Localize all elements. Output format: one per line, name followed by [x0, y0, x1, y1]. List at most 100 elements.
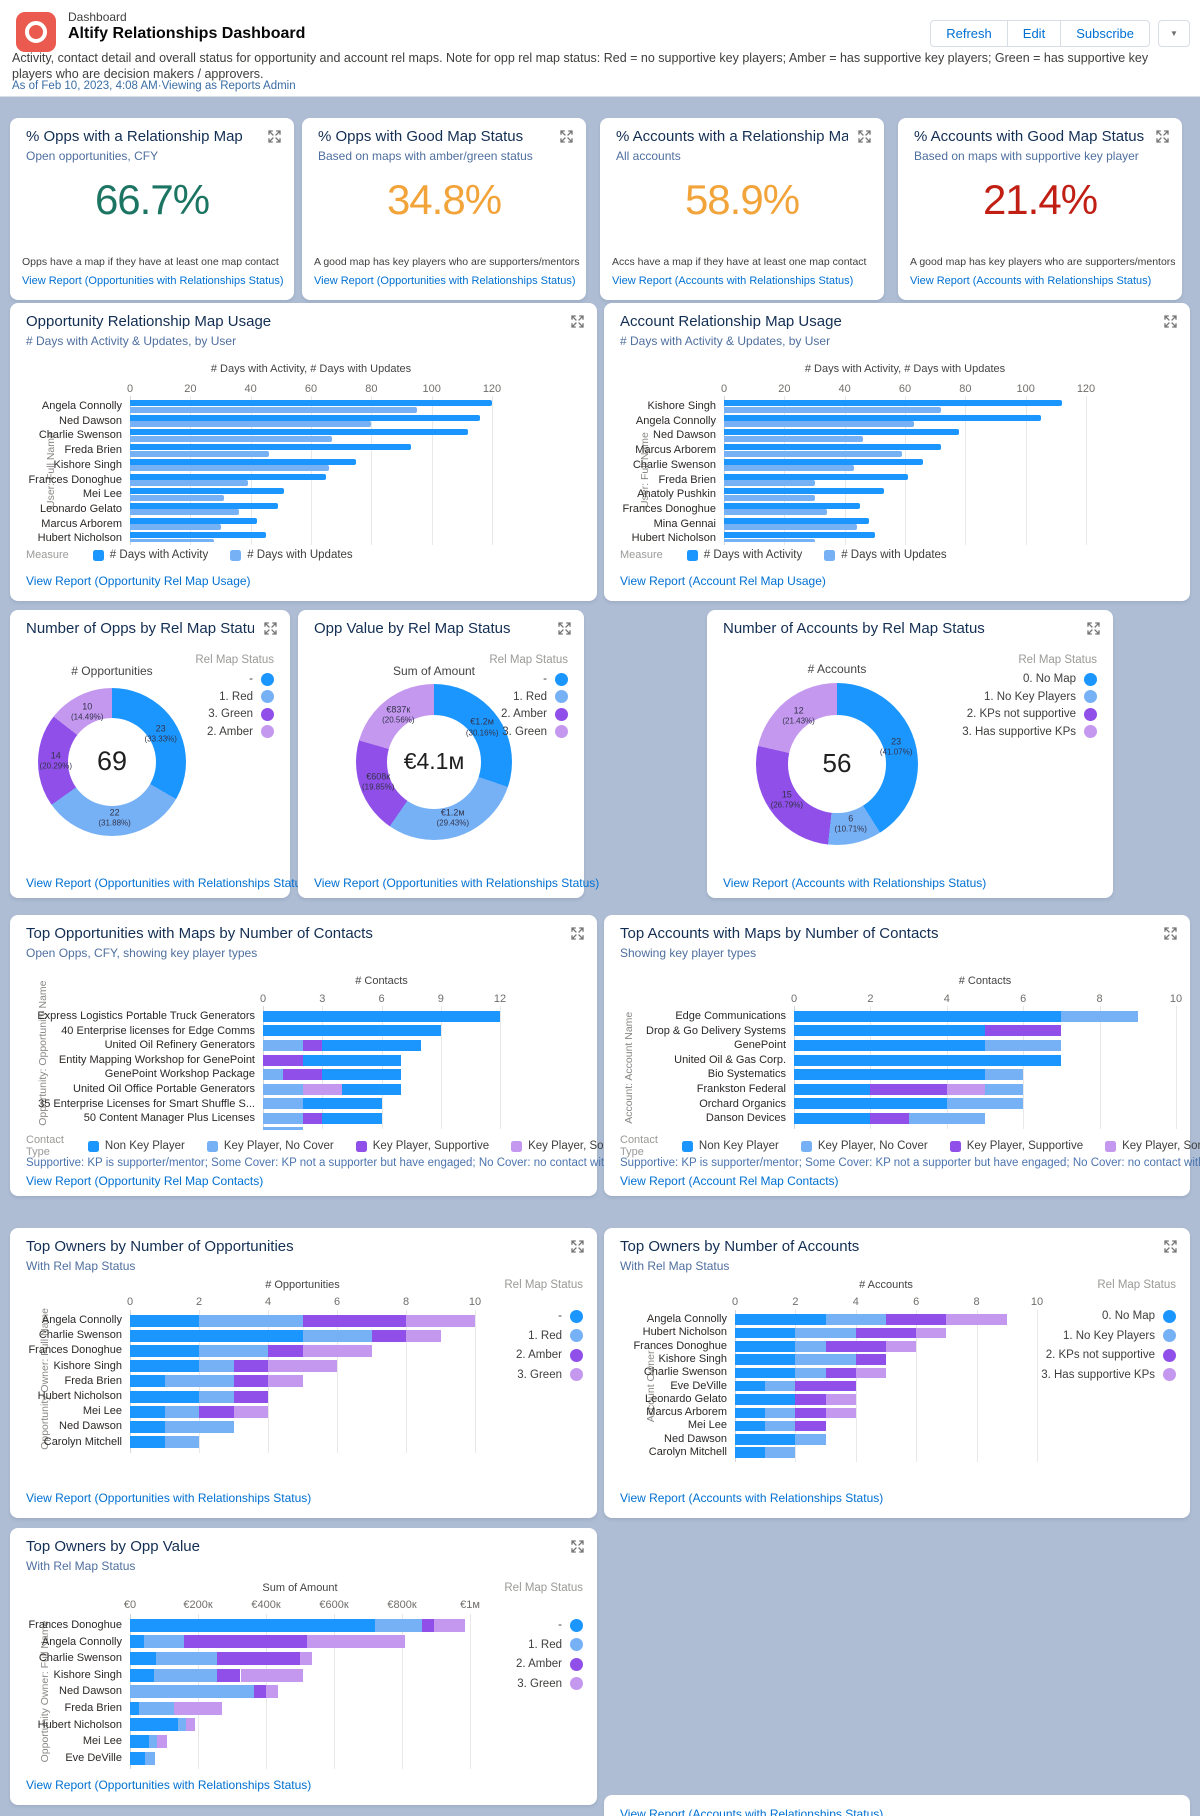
bar-updates — [724, 524, 857, 531]
bar-segment — [130, 1375, 165, 1388]
x-axis-title: # Contacts — [355, 975, 408, 987]
x-axis-tick: €1м — [460, 1599, 480, 1611]
expand-icon[interactable] — [1164, 315, 1177, 328]
bar-segment — [233, 1405, 268, 1418]
more-actions-button[interactable]: ▼ — [1158, 20, 1190, 47]
category-label: GenePoint — [734, 1039, 786, 1052]
category-label: Frankston Federal — [696, 1083, 786, 1095]
legend-label: Key Player, Some Cover — [1122, 1140, 1200, 1152]
slice-value: €608к — [366, 771, 391, 782]
expand-icon[interactable] — [1164, 927, 1177, 940]
expand-icon[interactable] — [264, 622, 277, 635]
bar-segment — [177, 1718, 187, 1732]
category-label: Charlie Swenson — [643, 1366, 727, 1379]
category-label: Frances Donoghue — [28, 473, 122, 486]
view-report-link[interactable]: View Report (Opportunities with Relation… — [314, 275, 576, 287]
category-label: United Oil Office Portable Generators — [73, 1083, 255, 1095]
slice-percent: (29.43%) — [436, 818, 469, 828]
category-label: Charlie Swenson — [632, 458, 716, 471]
bar-activity — [130, 429, 468, 436]
view-report-link[interactable]: View Report (Accounts with Relationships… — [910, 275, 1152, 287]
view-report-link[interactable]: View Report (Accounts with Relationships… — [723, 876, 987, 890]
legend-footnote: Supportive: KP is supporter/mentor; Some… — [620, 1157, 1200, 1169]
refresh-button[interactable]: Refresh — [930, 20, 1008, 47]
bar-segment — [254, 1685, 266, 1699]
view-report-link[interactable]: View Report (Opportunities with Relation… — [26, 876, 312, 890]
bar-segment — [130, 1635, 144, 1649]
expand-icon[interactable] — [858, 130, 871, 143]
bar-updates — [724, 406, 942, 413]
gridline — [946, 1006, 948, 1129]
bar-segment — [735, 1314, 826, 1325]
slice-label: €1.2м (30.16%) — [445, 717, 519, 738]
x-axis-tick: 6 — [913, 1296, 920, 1308]
category-label: Hubert Nicholson — [37, 532, 122, 542]
header-button-group: Refresh Edit Subscribe — [930, 20, 1150, 47]
bar-segment — [735, 1367, 796, 1379]
chart-legend: Measure # Days with Activity # Days with U… — [26, 549, 581, 561]
view-report-link[interactable]: View Report (Opportunities with Relation… — [26, 1491, 312, 1505]
view-report-link[interactable]: View Report (Accounts with Relationships… — [620, 1491, 884, 1505]
bar-segment — [263, 1083, 303, 1095]
bar-segment — [302, 1329, 372, 1342]
expand-icon[interactable] — [1087, 622, 1100, 635]
view-report-link[interactable]: View Report (Opportunities with Relation… — [22, 275, 284, 287]
view-report-link[interactable]: View Report (Opportunities with Relation… — [26, 1778, 312, 1792]
view-report-link[interactable]: View Report (Account Rel Map Contacts) — [620, 1174, 839, 1188]
card-title: Number of Accounts by Rel Map Status — [723, 620, 985, 637]
view-report-link[interactable]: View Report (Opportunities with Relation… — [314, 876, 600, 890]
card-title: Top Owners by Opp Value — [26, 1538, 200, 1555]
expand-icon[interactable] — [268, 130, 281, 143]
legend-item: Key Player, Some Cover — [1105, 1140, 1200, 1152]
x-axis-tick: 4 — [943, 993, 950, 1005]
legend-swatch — [261, 707, 274, 721]
expand-icon[interactable] — [558, 622, 571, 635]
category-label: Leonardo Gelato — [645, 1392, 727, 1405]
bar-segment — [985, 1040, 1062, 1051]
expand-icon[interactable] — [571, 1240, 584, 1253]
card-title: Top Opportunities with Maps by Number of… — [26, 925, 373, 942]
expand-icon[interactable] — [560, 130, 573, 143]
bar-updates — [724, 538, 815, 542]
bar-segment — [735, 1380, 766, 1392]
x-axis-tick: 60 — [898, 383, 912, 395]
bar-segment — [130, 1701, 139, 1715]
kpi-card: % Accounts with a Relationship Map All ac… — [600, 118, 884, 300]
header-actions: Refresh Edit Subscribe ▼ — [930, 20, 1190, 47]
bar-segment — [266, 1685, 278, 1699]
bar-segment — [795, 1327, 856, 1339]
bar-segment — [825, 1314, 886, 1325]
category-label: Carolyn Mitchell — [43, 1435, 122, 1448]
gridline — [440, 1006, 442, 1129]
legend-item: Key Player, Supportive — [949, 1140, 1084, 1152]
x-axis-tick: 4 — [852, 1296, 859, 1308]
bar-segment — [825, 1407, 856, 1418]
bar-segment — [263, 1054, 303, 1066]
view-report-link[interactable]: View Report (Opportunity Rel Map Contact… — [26, 1174, 264, 1188]
legend-title: Rel Map Status — [1018, 654, 1097, 666]
view-report-link[interactable]: View Report (Accounts with Relationships… — [612, 275, 854, 287]
legend-label: 3. Has supportive KPs — [1041, 1368, 1155, 1381]
expand-icon[interactable] — [571, 927, 584, 940]
legend-swatch — [824, 549, 836, 561]
legend-label: - — [543, 673, 547, 685]
view-report-link[interactable]: View Report (Accounts with Relationships… — [620, 1807, 884, 1816]
legend-label: Key Player, Supportive — [966, 1140, 1084, 1152]
legend-title: Measure — [26, 549, 69, 561]
bar-segment — [795, 1341, 826, 1352]
view-report-link[interactable]: View Report (Account Rel Map Usage) — [620, 574, 826, 588]
expand-icon[interactable] — [1156, 130, 1169, 143]
expand-icon[interactable] — [571, 315, 584, 328]
x-axis-tick: 120 — [1076, 383, 1096, 395]
view-report-link[interactable]: View Report (Opportunity Rel Map Usage) — [26, 574, 251, 588]
card-subtitle: # Days with Activity & Updates, by User — [26, 334, 237, 348]
expand-icon[interactable] — [1164, 1240, 1177, 1253]
slice-label: 22 (31.88%) — [78, 808, 152, 829]
bar-updates — [724, 450, 902, 457]
x-axis-tick: 0 — [126, 1296, 134, 1308]
subscribe-button[interactable]: Subscribe — [1060, 20, 1150, 47]
x-axis-tick: 8 — [973, 1296, 980, 1308]
donut-hole: 56 — [788, 715, 886, 813]
bar-activity — [724, 473, 909, 480]
expand-icon[interactable] — [571, 1540, 584, 1553]
